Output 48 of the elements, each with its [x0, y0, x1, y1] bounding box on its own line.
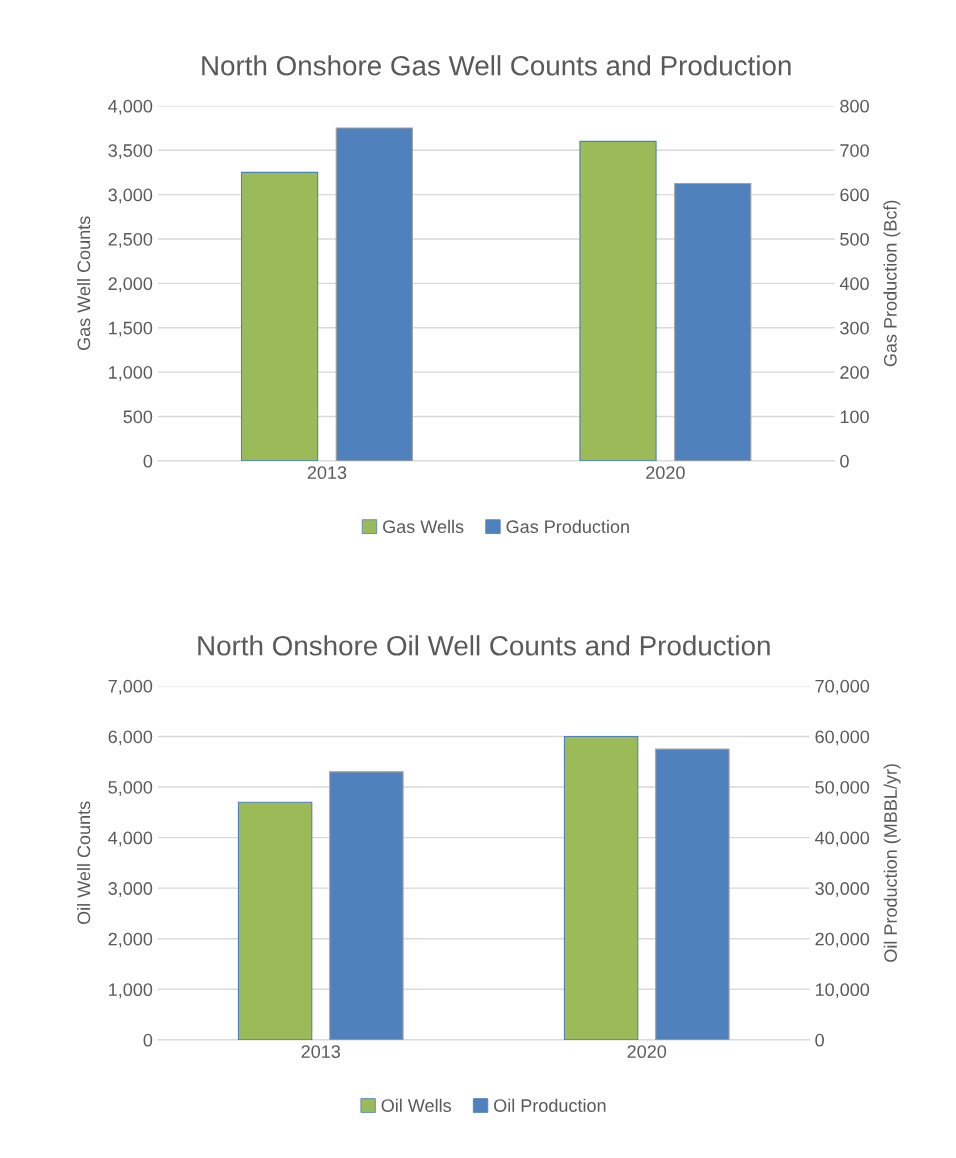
y2-tick-label: 800: [840, 99, 869, 113]
y2-tick-label: 30,000: [815, 882, 870, 898]
y-tick-label: 2,000: [108, 932, 153, 948]
y2-tick-label: 0: [840, 454, 849, 468]
y2-tick-label: 70,000: [815, 679, 870, 695]
x-tick-label: 2020: [627, 1045, 667, 1059]
y-tick-label: 1,000: [109, 983, 153, 999]
y2-tick-label: 50,000: [815, 780, 870, 796]
y-axis-title: Oil Well Counts: [76, 801, 91, 925]
y-tick-label: 3,000: [108, 188, 153, 204]
y-tick-label: 7,000: [108, 679, 153, 695]
y2-tick-label: 0: [815, 1033, 824, 1047]
y-tick-label: 4,000: [108, 831, 153, 847]
x-tick-label: 2013: [301, 1045, 341, 1059]
x-tick-label: 2020: [646, 466, 685, 480]
y-tick-label: 3,500: [108, 144, 153, 160]
y2-tick-label: 20,000: [815, 932, 870, 948]
y-tick-label: 6,000: [108, 730, 153, 746]
y2-tick-label: 300: [840, 321, 869, 335]
y2-tick-label: 100: [840, 410, 869, 424]
y-tick-label: 4,000: [108, 99, 153, 115]
x-tick-label: 2013: [307, 466, 347, 480]
y-tick-label: 2,500: [108, 232, 153, 248]
y-tick-label: 2,000: [108, 277, 153, 293]
y2-axis-title: Gas Production (Bcf): [883, 200, 901, 367]
y2-tick-label: 60,000: [815, 730, 870, 746]
y-tick-label: 0: [143, 1033, 153, 1047]
chart-title: North Onshore Gas Well Counts and Production: [202, 55, 791, 76]
y-tick-label: 1,500: [109, 321, 153, 337]
y2-tick-label: 500: [840, 232, 869, 246]
y-tick-label: 1,000: [109, 366, 153, 381]
y2-tick-label: 700: [840, 144, 869, 157]
y-tick-label: 500: [123, 410, 153, 424]
y2-axis-title: Oil Production (MBBL/yr): [883, 764, 901, 962]
chart-title: North Onshore Oil Well Counts and Production: [198, 635, 770, 656]
y-tick-label: 3,000: [108, 882, 153, 898]
legend-label: Gas Production: [506, 519, 629, 534]
y-tick-label: 0: [143, 454, 153, 468]
y2-tick-label: 40,000: [815, 831, 870, 847]
y2-tick-label: 400: [839, 277, 869, 291]
y2-tick-label: 600: [840, 188, 869, 202]
legend-label: Gas Wells: [383, 519, 464, 534]
y-axis-title: Gas Well Counts: [76, 216, 91, 351]
y2-tick-label: 10,000: [815, 983, 870, 999]
legend-label: Oil Production: [494, 1098, 606, 1112]
y-tick-label: 5,000: [108, 780, 153, 796]
legend-label: Oil Wells: [381, 1098, 451, 1112]
y2-tick-label: 200: [840, 366, 869, 379]
